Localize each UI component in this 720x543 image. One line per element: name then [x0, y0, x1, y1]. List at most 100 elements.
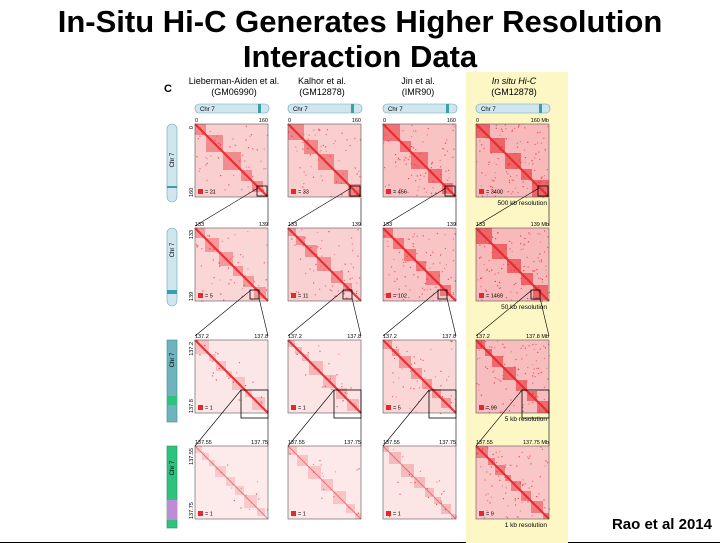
legend-count: = 1469: [486, 294, 503, 300]
heatmap-contact: [413, 388, 415, 390]
heatmap-contact: [219, 265, 221, 267]
heatmap-contact: [232, 381, 234, 383]
heatmap-frame: [475, 339, 550, 414]
heatmap-contact: [389, 516, 391, 518]
heatmap-contact: [320, 464, 322, 466]
heatmap-grid: 0 160 0 160 = 21 0 160 = 33 0 160 = 456 0 160 Mb = 34…: [189, 118, 551, 529]
heatmap-contact: [514, 498, 516, 500]
heatmap-contact: [510, 299, 512, 301]
heatmap-contact: [490, 185, 492, 188]
heatmap-contact: [499, 287, 501, 289]
heatmap-contact: [510, 399, 512, 401]
heatmap-frame: [382, 227, 457, 302]
chrom-bar-3-label: Chr 7: [388, 107, 403, 113]
heatmap-contact: [520, 243, 522, 245]
heatmap-contact: [518, 368, 520, 371]
legend-count: = 1: [298, 512, 306, 518]
heatmap-contact: [407, 260, 409, 262]
heatmap-contact: [513, 179, 515, 181]
heatmap-contact: [196, 244, 198, 246]
heatmap-contact: [196, 246, 198, 248]
heatmap-contact: [520, 248, 522, 251]
heatmap-r3-c3: 137.2 137.8 = 5: [382, 334, 457, 419]
heatmap-contact: [545, 269, 547, 271]
heatmap-contact: [524, 127, 526, 129]
heatmap-contact: [436, 481, 438, 483]
heatmap-contact: [320, 265, 322, 267]
heatmap-contact: [391, 396, 394, 398]
heatmap-contact: [313, 368, 315, 370]
heatmap-contact: [489, 502, 491, 504]
heatmap-contact: [342, 400, 344, 402]
heatmap-contact: [343, 173, 345, 175]
heatmap-contact: [485, 407, 487, 409]
heatmap-contact: [324, 146, 327, 148]
heatmap-contact: [208, 235, 210, 237]
heatmap-contact: [303, 133, 305, 136]
heatmap-contact: [527, 456, 529, 458]
heatmap-diagonal: [194, 339, 269, 414]
heatmap-contact: [526, 187, 529, 189]
heatmap-contact: [501, 411, 503, 413]
heatmap-contact: [547, 246, 549, 248]
heatmap-contact: [403, 265, 405, 267]
heatmap-contact: [234, 144, 236, 146]
heatmap-contact: [524, 483, 526, 485]
heatmap-contact: [534, 157, 536, 159]
heatmap-frame: [287, 339, 362, 414]
heatmap-contact: [514, 153, 516, 155]
heatmap-contact: [548, 508, 551, 510]
zoom-box: [437, 289, 448, 300]
heatmap-diagonal: [475, 227, 550, 302]
heatmap-contact: [200, 265, 202, 267]
heatmap-contact: [252, 176, 254, 178]
heatmap-contact: [501, 456, 503, 458]
heatmap-contact: [502, 403, 504, 405]
heatmap-contact: [505, 297, 508, 299]
heatmap-contact: [263, 168, 265, 170]
heatmap-contact: [488, 161, 490, 163]
heatmap-contact: [452, 260, 454, 262]
heatmap-contact: [314, 294, 316, 296]
heatmap-contact: [500, 192, 502, 194]
axis-start-label: 137.55: [195, 440, 212, 446]
heatmap-contact: [354, 137, 356, 140]
heatmap-contact: [355, 405, 357, 407]
axis-start-label: 137.2: [383, 334, 397, 340]
heatmap-contact: [548, 355, 551, 357]
col-header-2-name: Kalhor et al.: [298, 76, 346, 86]
chrom-bar-1-label: Chr 7: [200, 107, 215, 113]
heatmap-contact: [205, 164, 207, 166]
heatmap-contact: [218, 367, 220, 370]
heatmap-contact: [503, 346, 505, 348]
heatmap-contact: [341, 383, 343, 385]
heatmap-r1-c4: 0 160 Mb = 3400: [475, 118, 550, 199]
heatmap-contact: [442, 147, 444, 150]
heatmap-contact: [302, 245, 304, 247]
heatmap-contact: [547, 236, 549, 238]
axis-start-label: 0: [195, 118, 198, 124]
heatmap-contact: [521, 358, 523, 360]
heatmap-contact: [504, 347, 506, 349]
heatmap-contact: [410, 387, 412, 389]
heatmap-contact: [219, 144, 222, 146]
heatmap-contact: [426, 487, 428, 490]
heatmap-diagonal: [382, 123, 457, 198]
heatmap-contact: [314, 134, 316, 136]
heatmap-contact: [237, 262, 239, 264]
legend-count: = 33: [298, 190, 309, 196]
axis-end-label: 160: [447, 118, 456, 124]
heatmap-contact: [399, 159, 401, 161]
heatmap-contact: [527, 266, 529, 268]
heatmap-contact: [196, 156, 198, 158]
heatmap-contact: [358, 468, 360, 470]
heatmap-contact: [440, 173, 442, 175]
heatmap-contact: [258, 285, 260, 287]
heatmap-contact: [329, 289, 331, 291]
heatmap-contact: [243, 284, 245, 287]
heatmap-contact: [401, 368, 403, 370]
heatmap-contact: [532, 296, 534, 298]
heatmap-contact: [494, 347, 496, 349]
heatmap-frame: [475, 445, 550, 520]
heatmap-contact: [331, 290, 333, 292]
